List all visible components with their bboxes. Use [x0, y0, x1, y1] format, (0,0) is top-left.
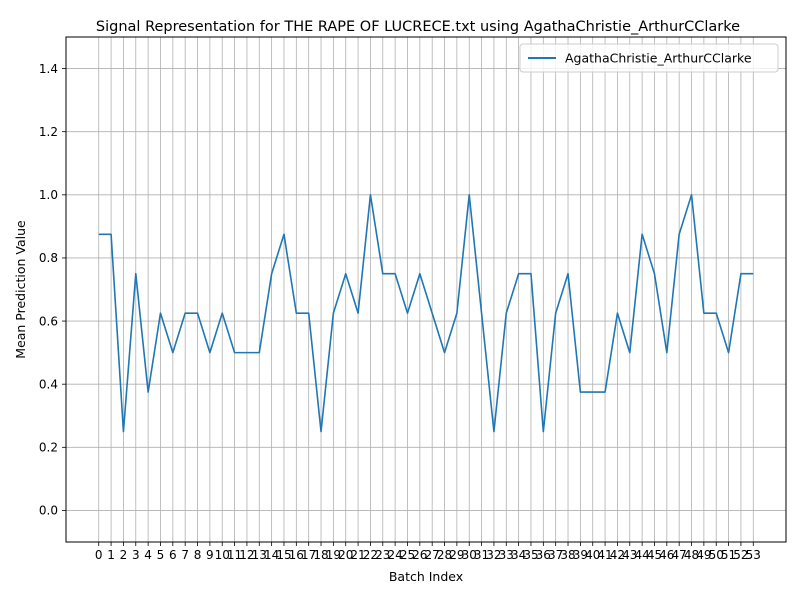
x-tick-label: 16: [289, 548, 304, 562]
x-tick-label: 19: [326, 548, 341, 562]
x-tick-label: 4: [144, 548, 152, 562]
x-axis-label: Batch Index: [389, 569, 463, 584]
x-tick-label: 46: [659, 548, 674, 562]
y-tick-label: 1.4: [39, 62, 58, 76]
series-layer: [98, 194, 754, 433]
grid-lines: [66, 37, 786, 542]
x-tick-label: 12: [239, 548, 254, 562]
x-tick-label: 50: [709, 548, 724, 562]
y-tick-label: 1.2: [39, 125, 58, 139]
x-tick-label: 47: [672, 548, 687, 562]
x-tick-label: 36: [536, 548, 551, 562]
x-tick-label: 48: [684, 548, 699, 562]
x-tick-label: 1: [107, 548, 115, 562]
x-tick-label: 39: [573, 548, 588, 562]
x-tick-label: 41: [597, 548, 612, 562]
x-tick-label: 17: [301, 548, 316, 562]
x-tick-label: 15: [276, 548, 291, 562]
x-tick-label: 21: [350, 548, 365, 562]
x-tick-label: 10: [215, 548, 230, 562]
x-tick-label: 18: [313, 548, 328, 562]
x-tick-label: 29: [449, 548, 464, 562]
y-tick-label: 0.4: [39, 377, 58, 391]
x-tick-label: 25: [400, 548, 415, 562]
x-tick-label: 20: [338, 548, 353, 562]
x-tick-label: 23: [375, 548, 390, 562]
y-tick-label: 0.2: [39, 441, 58, 455]
x-tick-label: 31: [474, 548, 489, 562]
x-tick-label: 14: [264, 548, 279, 562]
x-tick-label: 8: [194, 548, 202, 562]
y-tick-label: 0.0: [39, 504, 58, 518]
y-axis-label: Mean Prediction Value: [13, 220, 28, 359]
legend: AgathaChristie_ArthurCClarke: [519, 43, 779, 73]
x-tick-label: 28: [437, 548, 452, 562]
y-tick-label: 0.6: [39, 314, 58, 328]
legend-label: AgathaChristie_ArthurCClarke: [565, 51, 752, 66]
x-tick-label: 34: [511, 548, 526, 562]
x-tick-label: 35: [523, 548, 538, 562]
x-tick-label: 40: [585, 548, 600, 562]
x-tick-label: 49: [696, 548, 711, 562]
x-axis-ticks: 0 1 2 3 4 5 6 7 8 9 101112131415161718192021222324…: [95, 542, 761, 562]
x-tick-label: 53: [746, 548, 761, 562]
x-tick-label: 11: [227, 548, 242, 562]
x-tick-label: 27: [425, 548, 440, 562]
y-axis-ticks: 0.0 0.2 0.4 0.6 0.8 1.0 1.2 1.4: [39, 62, 66, 518]
y-tick-label: 1.0: [39, 188, 58, 202]
x-tick-label: 44: [634, 548, 649, 562]
x-tick-label: 7: [181, 548, 189, 562]
x-tick-label: 30: [462, 548, 477, 562]
y-tick-label: 0.8: [39, 251, 58, 265]
x-tick-label: 38: [560, 548, 575, 562]
x-tick-label: 0: [95, 548, 103, 562]
x-tick-label: 37: [548, 548, 563, 562]
x-tick-label: 26: [412, 548, 427, 562]
series-line: [98, 194, 754, 433]
x-tick-label: 3: [132, 548, 140, 562]
x-tick-label: 5: [157, 548, 165, 562]
x-tick-label: 52: [733, 548, 748, 562]
x-tick-label: 32: [486, 548, 501, 562]
x-tick-label: 9: [206, 548, 214, 562]
x-tick-label: 6: [169, 548, 177, 562]
x-tick-label: 42: [610, 548, 625, 562]
legend-box: [519, 43, 779, 73]
x-tick-label: 13: [252, 548, 267, 562]
x-tick-label: 43: [622, 548, 637, 562]
chart-title: Signal Representation for THE RAPE OF LU…: [96, 19, 740, 35]
x-tick-label: 22: [363, 548, 378, 562]
x-tick-label: 2: [120, 548, 128, 562]
x-tick-label: 33: [499, 548, 514, 562]
x-tick-label: 45: [647, 548, 662, 562]
x-tick-label: 51: [721, 548, 736, 562]
plot-area-frame: [65, 36, 787, 543]
x-tick-label: 24: [387, 548, 402, 562]
